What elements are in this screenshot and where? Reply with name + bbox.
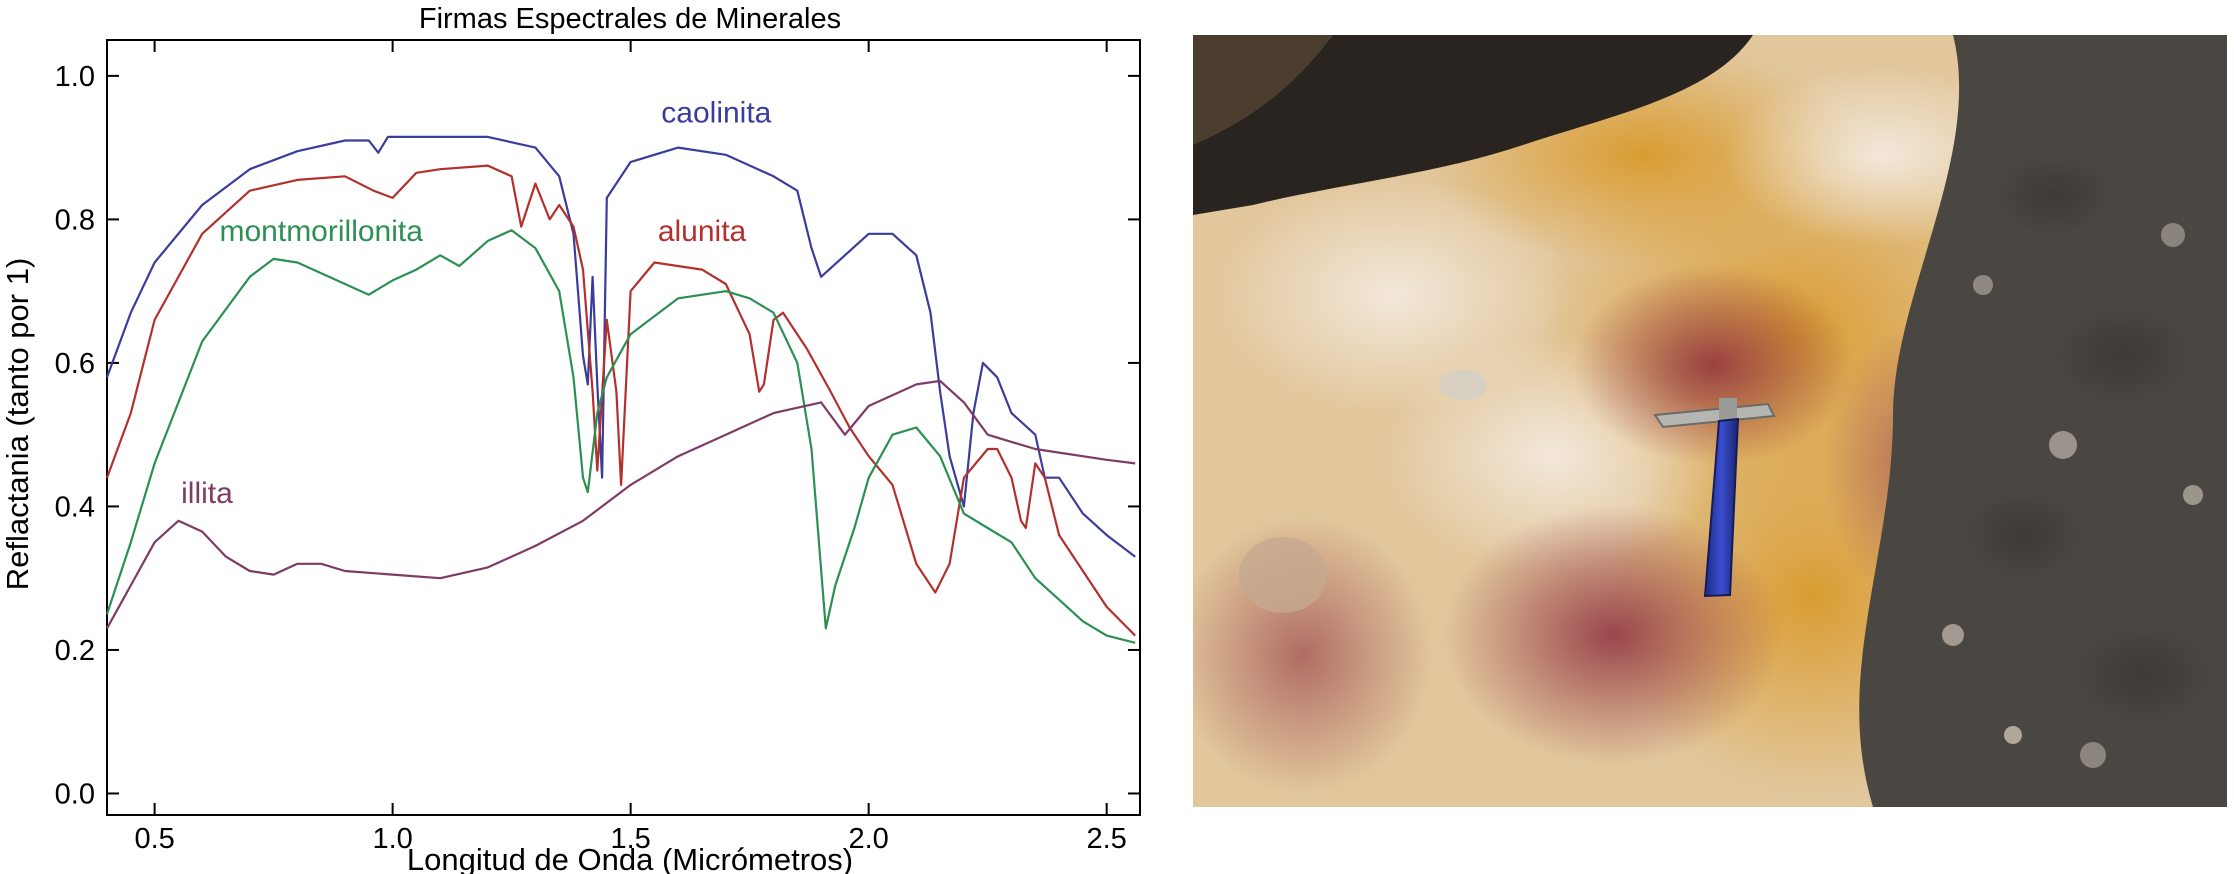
dry-grass [1193, 35, 1333, 145]
series-labels: caolinita alunita montmorillonita illita [181, 97, 772, 510]
y-tick-label: 0.2 [55, 635, 95, 667]
y-tick-label: 1.0 [55, 61, 95, 93]
series-label-alunita: alunita [658, 215, 747, 248]
y-tick-label: 0.8 [55, 204, 95, 236]
series-label-illita: illita [181, 477, 233, 510]
y-tick-label: 0.0 [55, 778, 95, 810]
rock-hammer [1653, 398, 1776, 598]
y-axis-label: Reflactania (tanto por 1) [0, 258, 35, 591]
series-label-caolinita: caolinita [661, 97, 771, 130]
series-line-caolinita [105, 135, 1136, 558]
y-tick-label: 0.6 [55, 348, 95, 380]
series-line-illita [106, 379, 1136, 629]
x-tick-label: 2.5 [1087, 823, 1127, 855]
x-tick-label: 2.0 [848, 823, 888, 855]
gravel-stones [1942, 155, 2213, 768]
series-label-montmorillonita: montmorillonita [220, 215, 424, 248]
x-tick-label: 1.0 [372, 823, 412, 855]
field-photo [1193, 35, 2227, 807]
dark-soil-corner [1193, 35, 1753, 215]
series-line-alunita [105, 164, 1136, 637]
spectral-chart: Firmas Espectrales de Minerales 0.5 1.0 1.… [0, 3, 1141, 874]
x-axis-label: Longitud de Onda (Micrómetros) [407, 842, 853, 874]
series-lines [105, 135, 1136, 644]
chart-title: Firmas Espectrales de Minerales [419, 3, 841, 35]
y-tick-label: 0.4 [55, 491, 95, 523]
pebble [1439, 370, 1487, 400]
grey-gravel-area [1859, 35, 2227, 807]
plot-frame [106, 39, 1141, 816]
pebble [1239, 537, 1327, 613]
x-tick-label: 1.5 [610, 823, 650, 855]
series-line-montmorillonita [105, 229, 1136, 644]
x-tick-label: 0.5 [134, 823, 174, 855]
axis-ticks: 0.5 1.0 1.5 2.0 2.5 0.0 0.2 0.4 0.6 0.8 1.0 [55, 40, 1140, 855]
